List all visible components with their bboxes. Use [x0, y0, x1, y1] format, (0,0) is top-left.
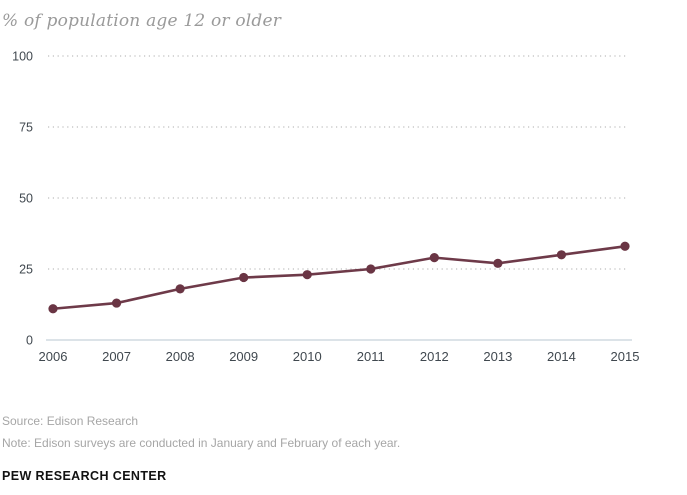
y-axis-label: 100 [12, 50, 33, 64]
data-point-2015 [620, 241, 630, 251]
y-axis-label: 25 [19, 263, 33, 277]
x-axis-label: 2012 [420, 349, 449, 364]
note-text: Note: Edison surveys are conducted in Ja… [2, 436, 401, 450]
x-axis-label: 2009 [229, 349, 258, 364]
x-axis-label: 2011 [357, 349, 385, 364]
data-point-2008 [175, 284, 185, 294]
data-point-2009 [239, 272, 249, 283]
x-axis-label: 2013 [483, 349, 512, 364]
x-axis-label: 2010 [293, 349, 322, 364]
data-point-2011 [366, 264, 376, 274]
y-axis-label: 50 [19, 192, 33, 206]
trend-line [52, 244, 626, 311]
data-point-2010 [302, 270, 312, 280]
x-axis-label: 2008 [166, 349, 195, 364]
data-point-2013 [493, 258, 503, 268]
data-point-2012 [429, 253, 439, 263]
x-axis-label: 2007 [102, 349, 131, 364]
data-point-2007 [111, 298, 122, 308]
line-chart-canvas: 0 25 50 75 100 2006 2007 2008 2009 2010 2011 2012 20… [12, 50, 640, 365]
y-axis-label: 75 [19, 121, 33, 135]
chart-title: % of population age 12 or older [2, 11, 282, 31]
data-point-2014 [556, 250, 567, 260]
x-axis-label: 2006 [39, 349, 68, 364]
x-axis-label: 2014 [547, 349, 576, 364]
y-axis-label: 0 [26, 334, 33, 348]
data-point-2006 [48, 304, 58, 314]
branding-text: PEW RESEARCH CENTER [2, 469, 167, 483]
x-axis-label: 2015 [611, 349, 640, 364]
source-text: Source: Edison Research [2, 414, 139, 428]
